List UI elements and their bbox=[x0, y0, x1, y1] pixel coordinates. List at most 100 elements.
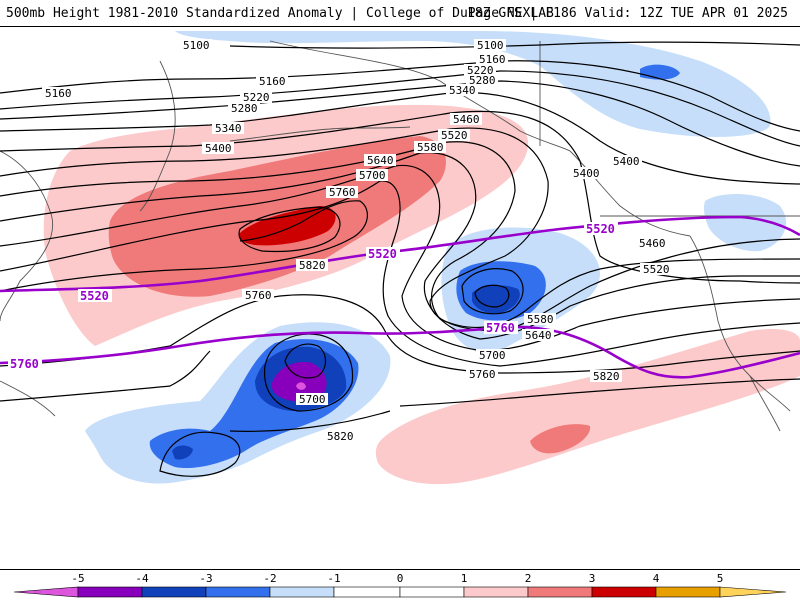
colorbar-swatch-pos1 bbox=[463, 586, 529, 598]
label-5400-b: 5400 bbox=[613, 155, 640, 168]
colorbar-label-neg3: -3 bbox=[199, 572, 212, 585]
colorbar-swatch-neg5 bbox=[13, 586, 79, 598]
contour-5160 bbox=[0, 60, 800, 132]
contour-labels: 5100 5100 5160 5160 5160 5220 5220 5280 … bbox=[42, 39, 672, 443]
neg1-region-north bbox=[175, 31, 771, 137]
label-5160-c: 5160 bbox=[479, 53, 506, 66]
contour-5520 bbox=[0, 141, 800, 329]
label-5220-b: 5220 bbox=[467, 64, 494, 77]
colorbar-swatch-pos4 bbox=[655, 586, 721, 598]
label-5280-b: 5280 bbox=[469, 74, 496, 87]
neg3-region-small bbox=[172, 445, 193, 460]
colorbar-swatch-neutral-low bbox=[333, 586, 401, 598]
coastline-kamchatka bbox=[139, 60, 176, 212]
contour-5760-low bbox=[0, 294, 800, 374]
neg5-region-west bbox=[296, 382, 306, 390]
label-5160-b: 5160 bbox=[259, 75, 286, 88]
contour-5220 bbox=[0, 70, 800, 147]
colorbar-label-neg1: -1 bbox=[327, 572, 340, 585]
contour-5580 bbox=[0, 152, 800, 340]
label-5520-b: 5520 bbox=[643, 263, 670, 276]
contour-west-low-tail bbox=[159, 431, 241, 477]
label-5340-b: 5340 bbox=[449, 84, 476, 97]
coastline-aleutians bbox=[229, 126, 411, 142]
anomaly-shading bbox=[43, 31, 800, 485]
colorbar-swatch-neutral-high bbox=[399, 586, 465, 598]
label-5340-a: 5340 bbox=[215, 122, 242, 135]
contour-5400 bbox=[0, 110, 800, 284]
label-5760-b: 5760 bbox=[245, 289, 272, 302]
contour-5760-outer bbox=[0, 200, 368, 292]
colorbar: -5 -4 -3 -2 -1 0 1 2 3 4 5 bbox=[0, 570, 800, 600]
colorbar-swatch-neg3 bbox=[141, 586, 207, 598]
label-5760-c: 5760 bbox=[469, 368, 496, 381]
label-5100-b: 5100 bbox=[477, 39, 504, 52]
colorbar-svg: -5 -4 -3 -2 -1 0 1 2 3 4 5 bbox=[13, 572, 787, 598]
colorbar-swatch-pos5 bbox=[719, 586, 787, 598]
colorbar-label-neg4: -4 bbox=[135, 572, 149, 585]
label-5700-b: 5700 bbox=[479, 349, 506, 362]
map-title: 500mb Height 1981-2010 Standardized Anom… bbox=[6, 6, 554, 21]
label-purple-5760-a: 5760 bbox=[10, 357, 39, 371]
label-5160-a: 5160 bbox=[45, 87, 72, 100]
neg1-region-rockies bbox=[704, 194, 787, 252]
colorbar-swatch-pos2 bbox=[527, 586, 593, 598]
contour-5100 bbox=[229, 41, 800, 49]
contour-5700 bbox=[0, 180, 800, 367]
colorbar-label-pos4: 4 bbox=[653, 572, 660, 585]
contour-west-low-core bbox=[284, 343, 327, 379]
colorbar-label-neg2: -2 bbox=[263, 572, 276, 585]
contour-5460 bbox=[0, 127, 800, 332]
label-5700-a: 5700 bbox=[359, 169, 386, 182]
label-5460-a: 5460 bbox=[453, 113, 480, 126]
highlight-5520 bbox=[0, 215, 800, 293]
label-5640-b: 5640 bbox=[525, 329, 552, 342]
colorbar-label-pos2: 2 bbox=[525, 572, 532, 585]
contour-5820 bbox=[0, 350, 800, 407]
colorbar-swatch-neg2 bbox=[205, 586, 271, 598]
pos2-region-south bbox=[530, 424, 591, 454]
label-5820-a: 5820 bbox=[299, 259, 326, 272]
coastline-us-west bbox=[689, 235, 791, 412]
colorbar-swatches bbox=[13, 586, 787, 598]
label-5280-a: 5280 bbox=[231, 102, 258, 115]
colorbar-swatch-pos3 bbox=[591, 586, 657, 598]
highlight-5760 bbox=[0, 325, 800, 379]
contour-5820-south bbox=[229, 410, 391, 432]
contour-5640 bbox=[0, 164, 800, 352]
label-5640-a: 5640 bbox=[367, 154, 394, 167]
pos1-region-south bbox=[375, 329, 800, 485]
label-5820-b: 5820 bbox=[593, 370, 620, 383]
colorbar-label-neg5: -5 bbox=[71, 572, 84, 585]
colorbar-swatch-neg4 bbox=[77, 586, 143, 598]
label-5220-a: 5220 bbox=[243, 91, 270, 104]
label-5580-a: 5580 bbox=[417, 141, 444, 154]
label-5400-a: 5400 bbox=[205, 142, 232, 155]
contour-north-high-inner bbox=[238, 206, 341, 253]
coastline-japan bbox=[0, 380, 56, 417]
colorbar-labels: -5 -4 -3 -2 -1 0 1 2 3 4 5 bbox=[71, 572, 723, 585]
label-5460-b: 5460 bbox=[639, 237, 666, 250]
contour-west-low-inner bbox=[263, 333, 354, 412]
height-contours bbox=[0, 41, 800, 477]
neg4-region-west bbox=[271, 361, 327, 402]
label-purple-5520-c: 5520 bbox=[586, 222, 615, 236]
label-5580-b: 5580 bbox=[527, 313, 554, 326]
label-purple-5520-a: 5520 bbox=[80, 289, 109, 303]
colorbar-swatch-neg1 bbox=[269, 586, 335, 598]
label-purple-5520-b: 5520 bbox=[368, 247, 397, 261]
map-header: 500mb Height 1981-2010 Standardized Anom… bbox=[0, 0, 800, 26]
contour-east-low-inner bbox=[461, 268, 524, 315]
colorbar-label-pos1: 1 bbox=[461, 572, 468, 585]
anomaly-map: 5100 5100 5160 5160 5160 5220 5220 5280 … bbox=[0, 26, 800, 570]
map-svg: 5100 5100 5160 5160 5160 5220 5220 5280 … bbox=[0, 31, 800, 485]
label-5700-c: 5700 bbox=[299, 393, 326, 406]
model-run-info: 18Z GFS | F186 Valid: 12Z TUE APR 01 202… bbox=[467, 6, 788, 21]
label-5820-c: 5820 bbox=[327, 430, 354, 443]
highlight-labels: 5520 5520 5520 5760 5760 bbox=[8, 222, 618, 371]
highlight-contours bbox=[0, 215, 800, 379]
label-5520-a: 5520 bbox=[441, 129, 468, 142]
colorbar-label-0: 0 bbox=[397, 572, 404, 585]
label-5760-a: 5760 bbox=[329, 186, 356, 199]
contour-east-low-core bbox=[474, 284, 510, 308]
